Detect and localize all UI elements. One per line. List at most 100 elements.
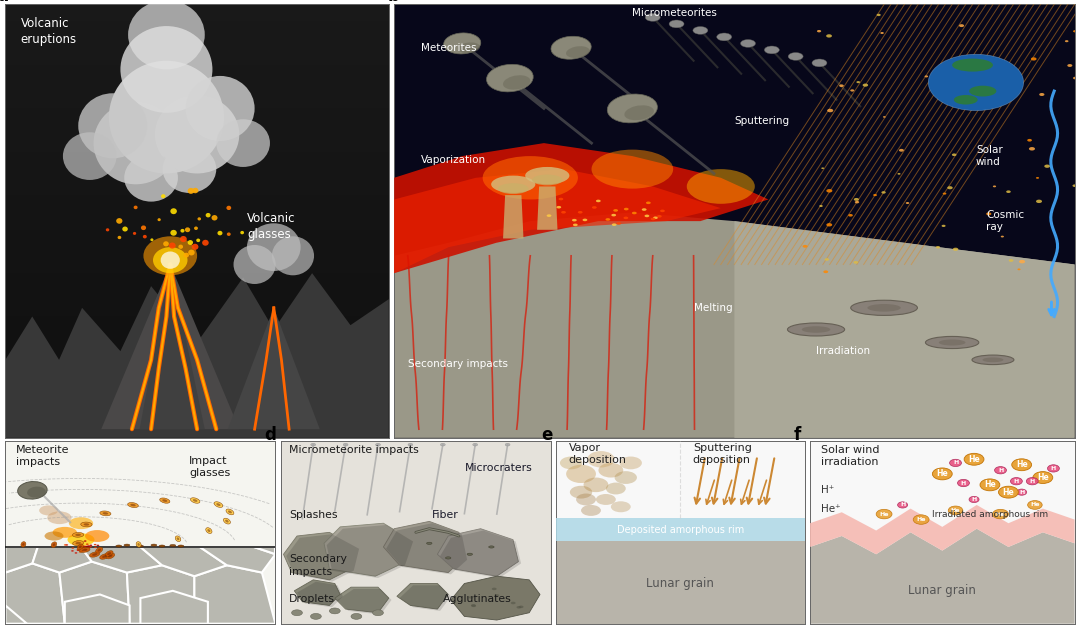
Text: Fiber: Fiber	[432, 510, 459, 520]
Text: H: H	[1014, 479, 1020, 484]
Text: Sputtering
deposition: Sputtering deposition	[693, 443, 752, 465]
Polygon shape	[281, 441, 551, 624]
Ellipse shape	[76, 541, 79, 542]
Ellipse shape	[64, 544, 67, 546]
Polygon shape	[441, 530, 521, 578]
Polygon shape	[127, 565, 194, 624]
Ellipse shape	[69, 517, 93, 529]
Polygon shape	[140, 547, 227, 576]
Ellipse shape	[80, 547, 83, 549]
Ellipse shape	[848, 214, 853, 217]
Text: H: H	[1020, 490, 1024, 495]
Ellipse shape	[467, 553, 472, 556]
Ellipse shape	[53, 527, 77, 538]
Ellipse shape	[556, 206, 562, 209]
Ellipse shape	[106, 228, 109, 231]
Ellipse shape	[247, 223, 300, 271]
Polygon shape	[254, 547, 275, 554]
Ellipse shape	[924, 76, 928, 77]
Polygon shape	[734, 221, 1075, 438]
Ellipse shape	[197, 239, 200, 242]
Text: Irradiated amorphous rim: Irradiated amorphous rim	[932, 510, 1048, 518]
Ellipse shape	[826, 223, 833, 226]
Ellipse shape	[185, 227, 190, 232]
Ellipse shape	[969, 86, 997, 96]
Ellipse shape	[85, 530, 109, 542]
Ellipse shape	[851, 301, 917, 316]
Ellipse shape	[576, 493, 596, 505]
Ellipse shape	[159, 545, 165, 547]
Ellipse shape	[124, 544, 130, 546]
Ellipse shape	[1048, 465, 1059, 472]
Ellipse shape	[90, 544, 92, 546]
Ellipse shape	[96, 544, 99, 546]
Ellipse shape	[163, 241, 168, 246]
Ellipse shape	[81, 522, 92, 527]
Ellipse shape	[127, 503, 138, 508]
Polygon shape	[283, 532, 356, 580]
Text: Impact
glasses: Impact glasses	[189, 455, 230, 478]
Ellipse shape	[624, 105, 653, 120]
Ellipse shape	[788, 52, 804, 60]
Ellipse shape	[97, 549, 100, 552]
Ellipse shape	[151, 544, 157, 546]
Ellipse shape	[940, 89, 943, 91]
Ellipse shape	[824, 258, 829, 261]
Text: Agglutinates: Agglutinates	[443, 595, 512, 604]
Ellipse shape	[87, 545, 90, 547]
Ellipse shape	[180, 236, 187, 242]
Ellipse shape	[486, 64, 534, 92]
Ellipse shape	[876, 509, 892, 519]
Ellipse shape	[190, 498, 200, 503]
Ellipse shape	[90, 552, 99, 557]
Ellipse shape	[225, 520, 229, 522]
Polygon shape	[810, 505, 1075, 554]
Polygon shape	[228, 308, 320, 429]
Ellipse shape	[471, 605, 476, 607]
Ellipse shape	[23, 543, 25, 546]
Ellipse shape	[983, 357, 1003, 362]
Ellipse shape	[118, 236, 121, 239]
Polygon shape	[394, 169, 720, 273]
Ellipse shape	[1039, 93, 1044, 96]
Ellipse shape	[87, 546, 91, 548]
Ellipse shape	[551, 37, 591, 59]
Ellipse shape	[82, 549, 87, 551]
Ellipse shape	[995, 467, 1007, 474]
Ellipse shape	[63, 132, 117, 180]
Ellipse shape	[607, 94, 658, 123]
Ellipse shape	[566, 465, 596, 483]
Polygon shape	[394, 143, 769, 273]
Ellipse shape	[1036, 177, 1039, 179]
Ellipse shape	[993, 185, 996, 187]
Text: Meteorite
impacts: Meteorite impacts	[16, 445, 70, 467]
Ellipse shape	[653, 217, 658, 219]
Ellipse shape	[77, 549, 80, 551]
Ellipse shape	[929, 54, 1024, 111]
Polygon shape	[503, 195, 524, 239]
Ellipse shape	[77, 549, 80, 550]
Ellipse shape	[446, 557, 451, 559]
Ellipse shape	[559, 457, 582, 469]
Ellipse shape	[1017, 268, 1021, 270]
Ellipse shape	[292, 610, 302, 616]
Ellipse shape	[935, 246, 941, 249]
Text: Micrometeorite impacts: Micrometeorite impacts	[289, 445, 419, 455]
Ellipse shape	[66, 544, 68, 546]
Ellipse shape	[171, 230, 177, 236]
Text: Secondary impacts: Secondary impacts	[408, 359, 508, 369]
Ellipse shape	[657, 215, 662, 217]
Ellipse shape	[53, 543, 55, 546]
Ellipse shape	[1012, 459, 1031, 471]
Polygon shape	[451, 576, 540, 620]
Text: Meteorites: Meteorites	[421, 43, 477, 53]
Ellipse shape	[131, 504, 136, 507]
Ellipse shape	[79, 547, 90, 553]
Ellipse shape	[78, 93, 147, 158]
Ellipse shape	[194, 227, 198, 230]
Polygon shape	[397, 583, 448, 609]
Text: Volcanic
eruptions: Volcanic eruptions	[21, 18, 77, 47]
Ellipse shape	[958, 479, 970, 486]
Ellipse shape	[216, 503, 220, 506]
Ellipse shape	[177, 537, 179, 540]
